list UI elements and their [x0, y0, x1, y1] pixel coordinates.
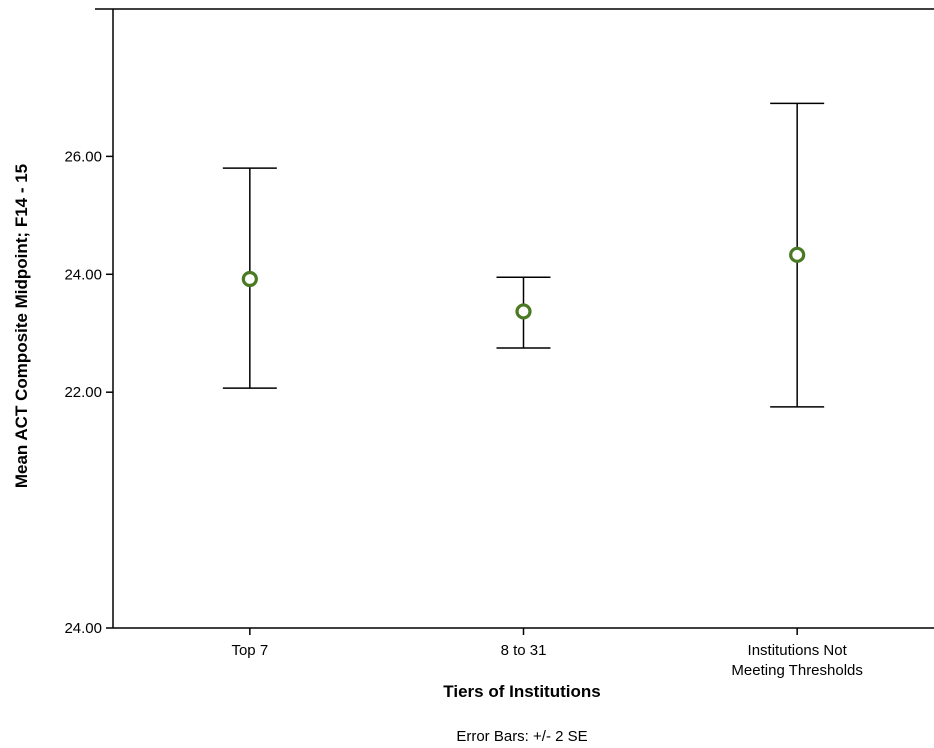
y-tick-label: 24.00: [64, 266, 102, 283]
plot-frame: [95, 8, 934, 629]
y-axis-title: Mean ACT Composite Midpoint; F14 - 15: [12, 164, 31, 488]
x-tick-label: Top 7: [231, 642, 268, 659]
x-axis-title: Tiers of Institutions: [443, 682, 600, 701]
mean-marker: [515, 303, 532, 320]
x-tick-label: Institutions Not Meeting Thresholds: [731, 642, 862, 679]
mean-markers: [241, 246, 806, 320]
x-tick-label: 8 to 31: [501, 642, 547, 659]
y-tick-label: 24.00: [64, 620, 102, 637]
error-bars: [222, 102, 825, 408]
y-tick-label: 26.00: [64, 148, 102, 165]
y-tick-label: 22.00: [64, 384, 102, 401]
mean-marker: [789, 246, 806, 263]
mean-marker: [241, 270, 258, 288]
x-axis-ticks: Top 7 8 to 31 Institutions Not Meeting Thre…: [231, 628, 863, 679]
error-bar-footnote: Error Bars: +/- 2 SE: [456, 728, 587, 745]
y-axis-ticks: 26.00 24.00 22.00 24.00: [64, 148, 113, 637]
